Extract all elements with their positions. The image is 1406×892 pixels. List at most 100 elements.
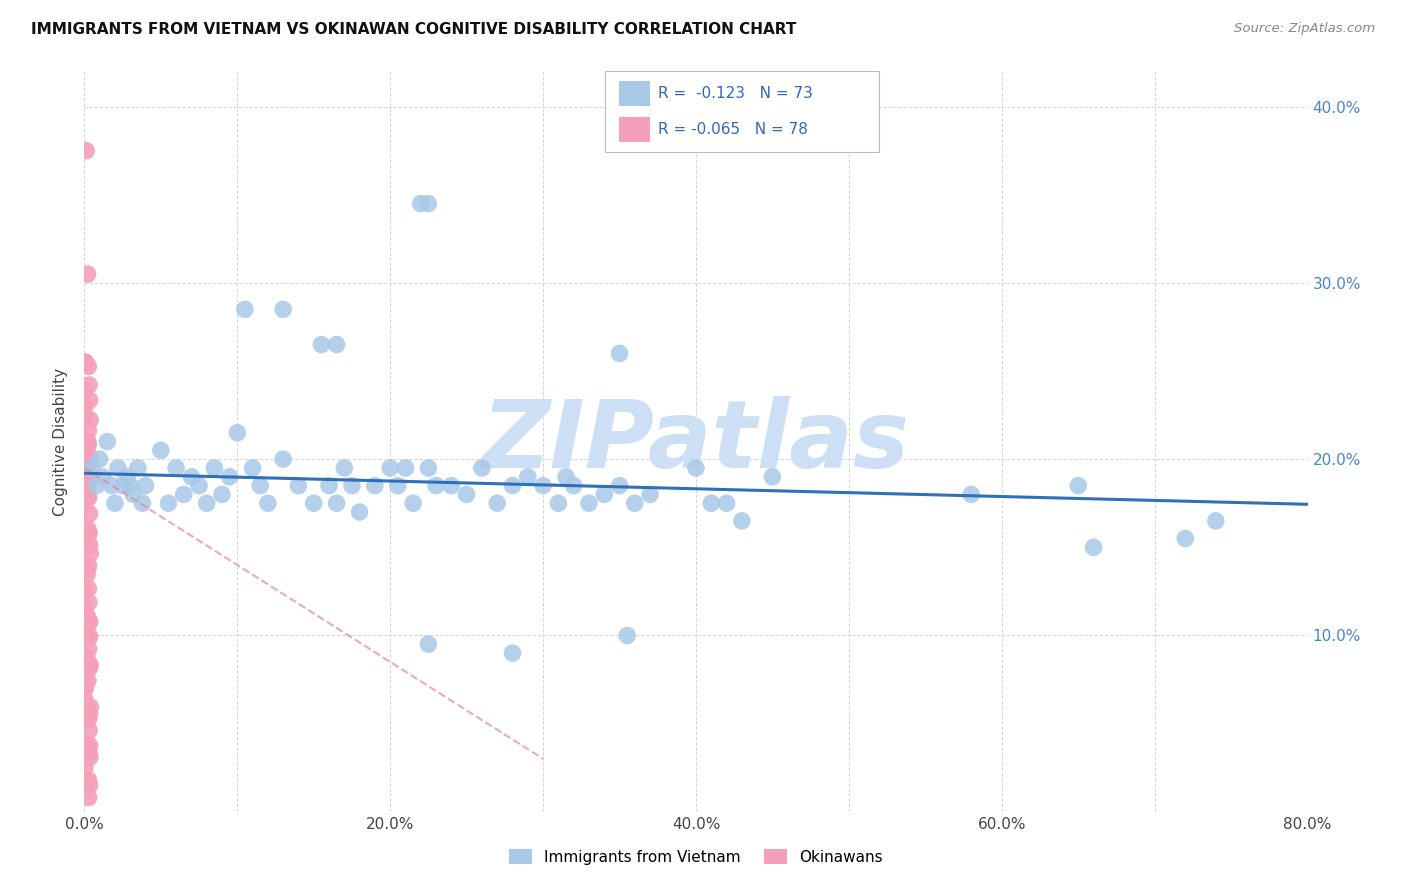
Point <box>165 461 187 475</box>
Point <box>77 702 100 716</box>
Point <box>76 630 98 644</box>
Point <box>75 659 97 673</box>
Point <box>960 487 983 501</box>
Point <box>75 681 97 695</box>
Point <box>77 475 100 489</box>
Text: Source: ZipAtlas.com: Source: ZipAtlas.com <box>1234 22 1375 36</box>
Point <box>700 496 723 510</box>
Point <box>135 478 157 492</box>
Point <box>75 466 97 480</box>
Point <box>76 567 98 582</box>
Point <box>73 384 96 398</box>
Point <box>318 478 340 492</box>
Point <box>79 538 101 552</box>
Text: R =  -0.123   N = 73: R = -0.123 N = 73 <box>658 87 813 101</box>
Point <box>77 673 100 688</box>
Point <box>101 478 124 492</box>
Point <box>76 522 98 536</box>
Point <box>79 413 101 427</box>
Point <box>716 496 738 510</box>
Point <box>76 561 98 575</box>
Point <box>418 461 440 475</box>
Point <box>73 601 96 615</box>
Point <box>188 478 211 492</box>
Point <box>73 761 96 775</box>
Point <box>609 346 631 360</box>
Point <box>73 681 96 695</box>
Point <box>502 478 524 492</box>
Point <box>593 487 616 501</box>
Point <box>531 478 554 492</box>
Point <box>79 700 101 714</box>
Point <box>202 461 225 475</box>
Point <box>77 582 100 596</box>
Point <box>75 466 97 480</box>
Point <box>218 470 240 484</box>
Point <box>761 470 783 484</box>
Point <box>394 461 416 475</box>
Point <box>75 712 97 726</box>
Point <box>149 443 172 458</box>
Point <box>242 461 264 475</box>
Legend: Immigrants from Vietnam, Okinawans: Immigrants from Vietnam, Okinawans <box>503 843 889 871</box>
Point <box>115 470 138 484</box>
Point <box>76 525 98 540</box>
Point <box>1174 532 1197 546</box>
Point <box>638 487 661 501</box>
Y-axis label: Cognitive Disability: Cognitive Disability <box>53 368 69 516</box>
Point <box>562 478 585 492</box>
Point <box>425 478 447 492</box>
Point <box>731 514 754 528</box>
Point <box>79 750 101 764</box>
Point <box>609 478 631 492</box>
Point <box>111 478 134 492</box>
Point <box>76 453 98 467</box>
Point <box>77 491 100 505</box>
Point <box>73 401 96 415</box>
Point <box>75 355 97 369</box>
Point <box>75 625 97 640</box>
Point <box>79 507 101 521</box>
Point <box>76 462 98 476</box>
Point <box>75 472 97 486</box>
Point <box>456 487 478 501</box>
Point <box>325 337 347 351</box>
Point <box>76 474 98 488</box>
Point <box>76 454 98 468</box>
Point <box>364 478 387 492</box>
Point <box>77 486 100 500</box>
Point <box>77 641 100 656</box>
Point <box>77 435 100 450</box>
Point <box>349 505 371 519</box>
Point <box>79 661 101 675</box>
Point <box>80 461 103 475</box>
Point <box>75 530 97 544</box>
Point <box>547 496 569 510</box>
Point <box>624 496 647 510</box>
Point <box>89 452 111 467</box>
Text: ZIPatlas: ZIPatlas <box>482 395 910 488</box>
Point <box>73 409 96 424</box>
Point <box>107 461 129 475</box>
Point <box>77 595 100 609</box>
Point <box>249 478 271 492</box>
Point <box>486 496 509 510</box>
Point <box>409 196 432 211</box>
Point <box>76 608 98 623</box>
Point <box>79 778 101 792</box>
Point <box>120 478 142 492</box>
Point <box>157 496 180 510</box>
Point <box>73 490 96 504</box>
Point <box>402 496 425 510</box>
Point <box>73 666 96 681</box>
Point <box>1205 514 1227 528</box>
Point <box>75 464 97 478</box>
Point <box>77 772 100 787</box>
Point <box>685 461 707 475</box>
Point <box>471 461 494 475</box>
Point <box>555 470 578 484</box>
Point <box>131 496 153 510</box>
Point <box>340 478 363 492</box>
Point <box>79 630 101 644</box>
Point <box>311 337 333 351</box>
